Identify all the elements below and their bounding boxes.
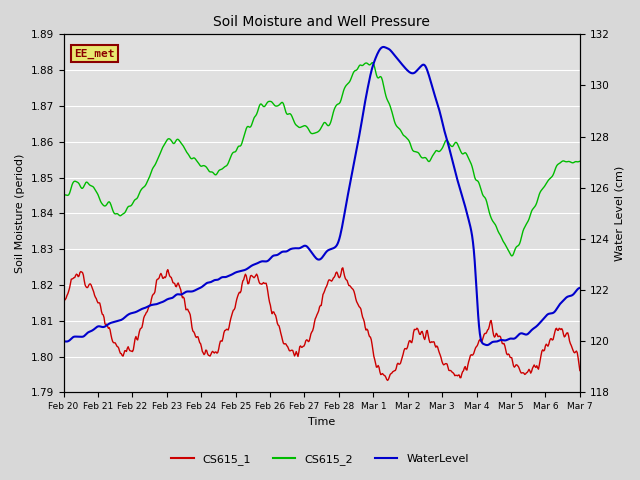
WaterLevel [483, 342, 491, 348]
WaterLevel [60, 338, 67, 344]
Line: WaterLevel: WaterLevel [63, 47, 580, 345]
WaterLevel [380, 44, 387, 50]
Line: CS615_1: CS615_1 [63, 268, 580, 380]
CS615_1 [450, 371, 458, 377]
CS615_2 [405, 138, 413, 144]
WaterLevel [449, 161, 457, 167]
CS615_1 [60, 298, 67, 303]
Title: Soil Moisture and Well Pressure: Soil Moisture and Well Pressure [213, 15, 430, 29]
WaterLevel [364, 84, 372, 90]
WaterLevel [293, 245, 301, 251]
CS615_1 [576, 368, 584, 373]
CS615_2 [193, 157, 200, 163]
Y-axis label: Water Level (cm): Water Level (cm) [615, 166, 625, 261]
CS615_1 [339, 265, 347, 271]
WaterLevel [576, 285, 584, 291]
CS615_2 [576, 158, 584, 164]
Y-axis label: Soil Moisture (period): Soil Moisture (period) [15, 154, 25, 273]
Legend: CS615_1, CS615_2, WaterLevel: CS615_1, CS615_2, WaterLevel [167, 450, 473, 469]
CS615_1 [384, 377, 392, 383]
WaterLevel [193, 287, 200, 293]
Line: CS615_2: CS615_2 [63, 63, 580, 256]
CS615_1 [406, 338, 414, 344]
CS615_2 [60, 192, 67, 198]
Text: EE_met: EE_met [74, 48, 115, 59]
CS615_2 [364, 61, 372, 67]
X-axis label: Time: Time [308, 417, 335, 427]
CS615_1 [151, 289, 159, 295]
CS615_1 [193, 335, 200, 340]
CS615_1 [365, 331, 372, 337]
CS615_2 [151, 162, 159, 168]
CS615_1 [293, 351, 301, 357]
CS615_2 [449, 143, 457, 149]
WaterLevel [151, 301, 159, 307]
WaterLevel [405, 69, 413, 75]
CS615_2 [293, 123, 301, 129]
CS615_2 [508, 253, 516, 259]
CS615_2 [368, 60, 376, 66]
